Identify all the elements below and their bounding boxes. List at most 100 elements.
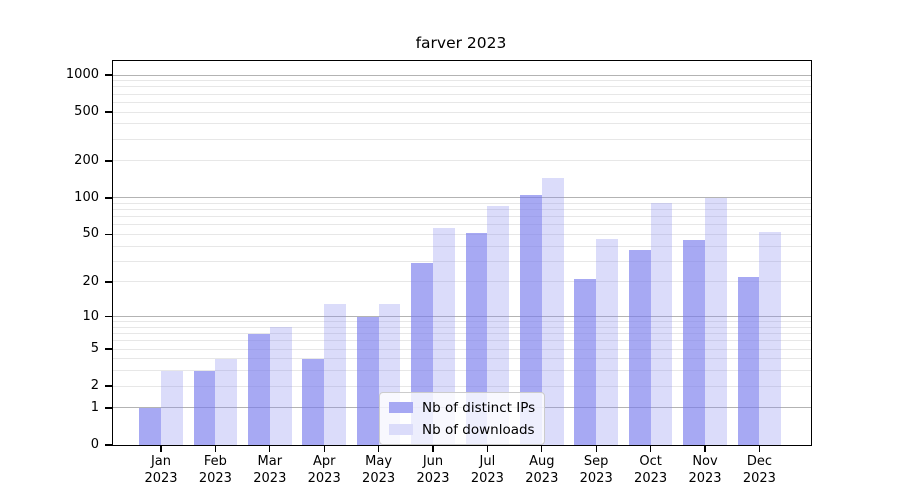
legend-label: Nb of downloads bbox=[422, 421, 535, 438]
y-tick-mark bbox=[104, 197, 112, 199]
x-tick-month: May bbox=[365, 454, 393, 469]
gridline-minor bbox=[113, 138, 811, 140]
x-tick-month: Aug bbox=[529, 454, 555, 469]
x-tick-label: Jan 2023 bbox=[129, 453, 193, 487]
x-tick-month: Oct bbox=[639, 454, 662, 469]
gridline-minor bbox=[113, 321, 811, 323]
bar-distinct-ips bbox=[628, 250, 651, 445]
bar-downloads bbox=[650, 202, 673, 445]
x-tick-label: Apr 2023 bbox=[292, 453, 356, 487]
y-tick-label: 10 bbox=[82, 308, 99, 324]
gridline-minor bbox=[113, 385, 811, 387]
x-tick-mark bbox=[486, 445, 489, 452]
y-tick-label: 1 bbox=[90, 399, 99, 415]
bar-downloads bbox=[487, 206, 510, 445]
x-tick-mark bbox=[758, 445, 761, 452]
gridline-minor bbox=[113, 340, 811, 342]
x-tick-year: 2023 bbox=[525, 471, 559, 486]
y-tick-label: 200 bbox=[74, 152, 99, 168]
x-tick-mark bbox=[649, 445, 652, 452]
gridline-minor bbox=[113, 233, 811, 235]
gridline-minor bbox=[113, 86, 811, 88]
gridline-minor bbox=[113, 333, 811, 335]
y-tick-mark bbox=[104, 348, 112, 350]
y-tick-mark bbox=[104, 111, 112, 113]
gridline-minor bbox=[113, 93, 811, 95]
gridline-minor bbox=[113, 216, 811, 218]
gridline-minor bbox=[113, 224, 811, 226]
x-tick-month: Jul bbox=[479, 454, 496, 469]
bar-distinct-ips bbox=[737, 277, 760, 445]
bar-distinct-ips bbox=[302, 358, 325, 445]
y-tick-mark bbox=[104, 281, 112, 283]
y-tick-mark bbox=[104, 385, 112, 387]
x-tick-mark bbox=[214, 445, 217, 452]
gridline-minor bbox=[113, 160, 811, 162]
legend: Nb of distinct IPs Nb of downloads bbox=[379, 392, 546, 445]
bar-downloads bbox=[596, 238, 618, 445]
x-tick-mark bbox=[323, 445, 325, 452]
y-tick-label: 5 bbox=[90, 341, 99, 357]
x-tick-year: 2023 bbox=[634, 471, 668, 486]
y-tick-mark bbox=[104, 444, 112, 446]
y-tick-mark bbox=[104, 160, 112, 162]
chart-title: farver 2023 bbox=[415, 34, 507, 52]
bar-downloads bbox=[324, 303, 346, 445]
bar-distinct-ips bbox=[356, 316, 379, 445]
x-tick-label: Dec 2023 bbox=[727, 453, 791, 487]
x-tick-label: Jun 2023 bbox=[401, 453, 465, 487]
y-tick-label: 100 bbox=[74, 189, 99, 205]
x-tick-month: Jun bbox=[422, 454, 444, 469]
x-tick-mark bbox=[269, 445, 271, 452]
bar-distinct-ips bbox=[683, 239, 705, 445]
x-tick-year: 2023 bbox=[253, 471, 287, 486]
plot-area: Nb of distinct IPs Nb of downloads 0 1 2 5 10… bbox=[66, 60, 812, 486]
gridline-minor bbox=[113, 123, 811, 125]
x-tick-month: Feb bbox=[203, 454, 227, 469]
x-tick-year: 2023 bbox=[362, 471, 396, 486]
x-tick-month: Jan bbox=[150, 454, 172, 469]
x-tick-label: May 2023 bbox=[347, 453, 411, 487]
bar-downloads bbox=[161, 370, 183, 445]
legend-swatch-downloads bbox=[389, 424, 413, 435]
x-tick-year: 2023 bbox=[742, 471, 776, 486]
x-tick-mark bbox=[704, 445, 706, 452]
x-tick-mark bbox=[432, 445, 434, 452]
bar-downloads bbox=[433, 228, 455, 445]
x-tick-month: Apr bbox=[312, 454, 336, 469]
x-tick-month: Sep bbox=[583, 454, 609, 469]
y-tick-label: 0 bbox=[90, 437, 99, 452]
x-tick-mark bbox=[541, 445, 543, 452]
y-tick-label: 1000 bbox=[65, 67, 99, 82]
y-tick-label: 50 bbox=[82, 226, 99, 242]
gridline-minor bbox=[113, 80, 811, 82]
bar-distinct-ips bbox=[193, 370, 216, 445]
gridline-minor bbox=[113, 245, 811, 247]
x-tick-year: 2023 bbox=[416, 471, 450, 486]
x-tick-label: Aug 2023 bbox=[510, 453, 574, 487]
bar-downloads bbox=[215, 358, 238, 445]
x-tick-year: 2023 bbox=[198, 471, 232, 486]
gridline-minor bbox=[113, 209, 811, 211]
x-tick-mark bbox=[377, 445, 380, 452]
x-tick-year: 2023 bbox=[470, 471, 504, 486]
x-tick-year: 2023 bbox=[688, 471, 722, 486]
gridline-minor bbox=[113, 202, 811, 204]
legend-label: Nb of distinct IPs bbox=[422, 399, 536, 416]
bar-downloads bbox=[705, 198, 727, 445]
gridline-minor bbox=[113, 281, 811, 283]
gridline-minor bbox=[113, 111, 811, 113]
x-tick-mark bbox=[160, 445, 162, 452]
x-tick-label: Feb 2023 bbox=[183, 453, 247, 487]
y-tick-label: 20 bbox=[82, 273, 99, 289]
legend-row: Nb of distinct IPs bbox=[389, 399, 535, 416]
x-tick-mark bbox=[595, 445, 597, 452]
y-tick-mark bbox=[104, 407, 112, 409]
legend-row: Nb of downloads bbox=[389, 421, 535, 438]
gridline-major bbox=[113, 197, 811, 199]
bar-distinct-ips bbox=[139, 407, 161, 445]
y-tick-label: 2 bbox=[90, 378, 99, 394]
gridline-minor bbox=[113, 260, 811, 262]
x-tick-label: Mar 2023 bbox=[238, 453, 302, 487]
